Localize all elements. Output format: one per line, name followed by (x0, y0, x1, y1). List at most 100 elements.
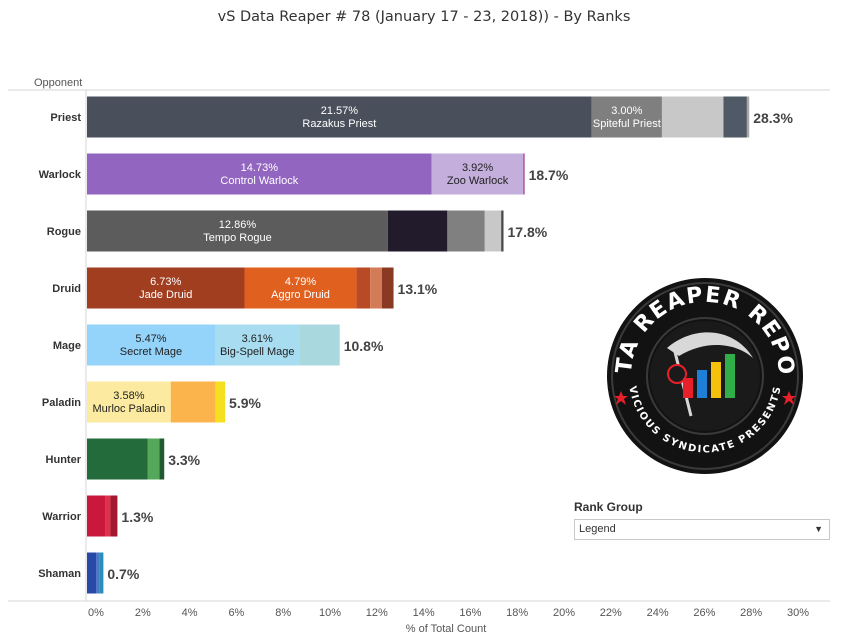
logo-reaper-head (667, 364, 687, 384)
x-tick-label-24pct: 24% (647, 607, 669, 619)
logo-inner-ring (646, 317, 764, 435)
bar-segment-control-warlock (87, 153, 432, 195)
bar-segment-murloc-paladin (87, 381, 171, 423)
bar-segment-rogue-2 (387, 210, 448, 252)
x-tick-label-0pct: 0% (88, 607, 104, 619)
data-label-spiteful-priest-percent: 3.00% (611, 105, 642, 117)
category-label-rogue: Rogue (47, 226, 81, 238)
bar-segment-aggro-druid (244, 267, 357, 309)
bar-segment-warrior-1 (87, 495, 106, 537)
logo-ring-edge (611, 282, 799, 470)
x-tick-label-16pct: 16% (459, 607, 481, 619)
data-label-jade-druid-name: Jade Druid (139, 289, 192, 301)
bar-segment-druid-5 (381, 267, 394, 309)
category-label-priest: Priest (50, 112, 81, 124)
category-label-druid: Druid (52, 283, 81, 295)
x-tick-label-12pct: 12% (366, 607, 388, 619)
total-label-mage: 10.8% (344, 338, 384, 354)
category-label-warrior: Warrior (42, 511, 81, 523)
rank-group-filter: Rank Group Legend ▼ (574, 500, 830, 540)
logo-scythe-blade (667, 332, 753, 358)
x-tick-label-26pct: 26% (693, 607, 715, 619)
bar-segment-warrior-3 (110, 495, 118, 537)
total-label-hunter: 3.3% (168, 452, 200, 468)
y-axis-title: Opponent (34, 77, 82, 89)
logo-bar-red (683, 378, 693, 398)
x-tick-label-28pct: 28% (740, 607, 762, 619)
bar-segment-jade-druid (87, 267, 245, 309)
chart-title: vS Data Reaper # 78 (January 17 - 23, 20… (217, 9, 631, 25)
bar-segment-paladin-3 (215, 381, 226, 423)
bar-segment-paladin-2 (170, 381, 216, 423)
bar-segment-zoo-warlock (431, 153, 524, 195)
bar-segment-rogue-3 (447, 210, 485, 252)
total-label-shaman: 0.7% (107, 566, 139, 582)
data-label-zoo-warlock-percent: 3.92% (462, 162, 493, 174)
data-label-secret-mage-name: Secret Mage (120, 346, 182, 358)
logo-star (614, 391, 628, 405)
x-tick-label-8pct: 8% (275, 607, 291, 619)
logo-star (782, 391, 796, 405)
bar-segment-hunter-1 (87, 438, 148, 480)
data-label-jade-druid-percent: 6.73% (150, 276, 181, 288)
bar-segment-warlock-3 (523, 153, 525, 195)
bar-segment-shaman-3 (99, 552, 104, 594)
total-label-paladin: 5.9% (229, 395, 261, 411)
x-tick-label-10pct: 10% (319, 607, 341, 619)
bar-segment-rogue-5 (501, 210, 504, 252)
bar-segment-shaman-2 (96, 552, 100, 594)
category-label-mage: Mage (53, 340, 81, 352)
bar-segment-druid-3 (356, 267, 371, 309)
x-tick-label-6pct: 6% (228, 607, 244, 619)
data-label-spiteful-priest-name: Spiteful Priest (593, 118, 661, 130)
logo-bar-green (725, 354, 735, 398)
data-label-tempo-rogue-percent: 12.86% (219, 219, 257, 231)
x-tick-label-22pct: 22% (600, 607, 622, 619)
bar-segment-spiteful-priest (591, 96, 662, 138)
bar-segment-big-spell-mage (215, 324, 300, 366)
rank-group-selected-value: Legend (579, 523, 616, 535)
total-label-warrior: 1.3% (121, 509, 153, 525)
category-label-shaman: Shaman (38, 568, 81, 580)
bar-segment-priest-4 (723, 96, 747, 138)
x-tick-label-20pct: 20% (553, 607, 575, 619)
logo-right-star-icon (782, 391, 796, 405)
bar-segment-razakus-priest (87, 96, 592, 138)
category-label-paladin: Paladin (42, 397, 81, 409)
x-axis-title: % of Total Count (406, 623, 487, 635)
x-axis-ticks: 0% 2% 4% 6% 8% 10% 12% 14% 16% 18% 20% 22% 24% 26% 28%… (88, 607, 809, 619)
total-label-rogue: 17.8% (508, 224, 548, 240)
data-label-control-warlock-percent: 14.73% (241, 162, 279, 174)
bar-segment-hunter-3 (159, 438, 165, 480)
logo-bar-yellow (711, 362, 721, 398)
data-label-aggro-druid-name: Aggro Druid (271, 289, 330, 301)
data-label-razakus-priest-percent: 21.57% (321, 105, 359, 117)
bar-segment-hunter-2 (147, 438, 160, 480)
x-tick-label-2pct: 2% (135, 607, 151, 619)
logo-bar-chart-icon (683, 354, 735, 398)
category-label-warlock: Warlock (39, 169, 82, 181)
bar-segment-shaman-1 (87, 552, 97, 594)
category-label-hunter: Hunter (46, 454, 82, 466)
data-label-big-spell-mage-percent: 3.61% (242, 333, 273, 345)
data-label-aggro-druid-percent: 4.79% (285, 276, 316, 288)
x-tick-label-14pct: 14% (413, 607, 435, 619)
x-tick-label-30pct: 30% (787, 607, 809, 619)
bar-segment-mage-3 (299, 324, 340, 366)
bar-segment-druid-4 (370, 267, 382, 309)
x-tick-label-4pct: 4% (182, 607, 198, 619)
rank-group-title: Rank Group (574, 500, 643, 514)
chevron-down-icon: ▼ (814, 524, 823, 534)
logo-bar-blue (697, 370, 707, 398)
bar-segment-tempo-rogue (87, 210, 388, 252)
data-reaper-report-logo: DATA REAPER REPORT VICIOUS SYNDICATE PRE… (607, 278, 803, 474)
data-label-tempo-rogue-name: Tempo Rogue (203, 232, 272, 244)
rank-group-dropdown[interactable]: Legend ▼ (574, 519, 830, 540)
data-label-razakus-priest-name: Razakus Priest (302, 118, 376, 130)
data-label-big-spell-mage-name: Big-Spell Mage (220, 346, 295, 358)
data-label-murloc-paladin-name: Murloc Paladin (93, 403, 166, 415)
x-tick-label-18pct: 18% (506, 607, 528, 619)
bar-segment-priest-3 (661, 96, 724, 138)
bar-segment-secret-mage (87, 324, 215, 366)
